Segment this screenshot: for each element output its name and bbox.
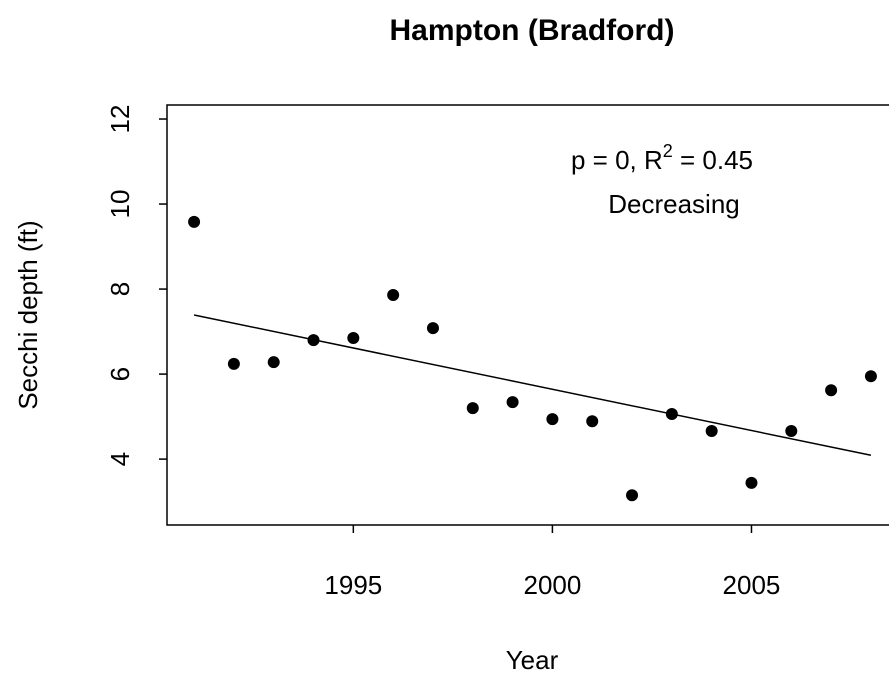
data-point	[785, 425, 798, 438]
x-tick-label: 2005	[723, 570, 781, 600]
y-tick-label: 6	[105, 367, 135, 381]
data-point	[188, 215, 201, 228]
data-point	[864, 370, 877, 383]
data-point	[506, 396, 519, 409]
trend-line	[193, 314, 872, 457]
x-tick-label: 1995	[324, 570, 382, 600]
data-point	[745, 476, 758, 489]
data-point	[227, 357, 240, 370]
data-point	[705, 425, 718, 438]
plot-frame	[166, 104, 889, 526]
data-point	[387, 289, 400, 302]
x-tick-label: 2000	[523, 570, 581, 600]
data-point	[347, 331, 360, 344]
data-point	[546, 413, 559, 426]
data-point	[426, 322, 439, 335]
annotation-trend: Decreasing	[608, 189, 740, 219]
chart-title: Hampton (Bradford)	[390, 14, 675, 47]
data-point	[626, 489, 639, 502]
annotation-stat: p = 0, R2 = 0.45	[571, 141, 753, 175]
data-point	[825, 384, 838, 397]
data-point	[586, 415, 599, 428]
data-point	[267, 356, 280, 369]
y-axis-label: Secchi depth (ft)	[13, 220, 43, 409]
y-tick-label: 12	[105, 105, 135, 134]
annotation-text: = 0.45	[673, 145, 753, 175]
y-tick-label: 4	[105, 452, 135, 466]
x-axis-label: Year	[506, 645, 559, 675]
annotation-text: p = 0, R	[571, 145, 663, 175]
y-tick-label: 8	[105, 282, 135, 296]
y-tick-label: 10	[105, 190, 135, 219]
annotation-superscript: 2	[663, 141, 673, 161]
data-point	[466, 402, 479, 415]
